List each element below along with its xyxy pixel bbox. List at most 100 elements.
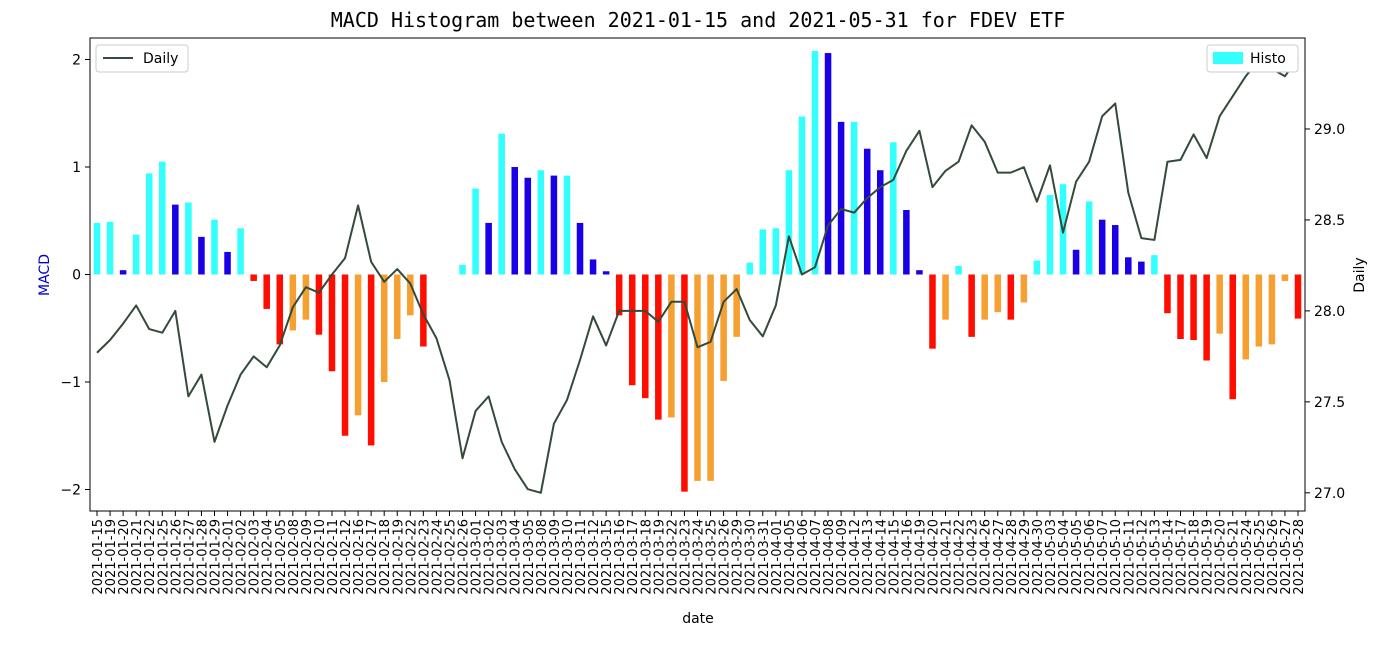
histo-bar (785, 170, 793, 275)
x-tick-label: 2021-02-11 (326, 519, 341, 595)
x-tick-label: 2021-03-10 (561, 519, 576, 595)
histo-bar (733, 274, 740, 337)
histo-bar (1190, 274, 1197, 341)
histo-bar (250, 274, 257, 281)
histo-bar (459, 264, 466, 275)
x-tick-label: 2021-04-19 (913, 519, 928, 595)
histo-bar (185, 202, 192, 275)
x-tick-label: 2021-05-21 (1227, 519, 1242, 595)
x-tick-label: 2021-04-09 (835, 519, 850, 595)
x-tick-label: 2021-01-27 (182, 519, 197, 595)
x-tick-label: 2021-02-01 (222, 519, 237, 595)
x-tick-label: 2021-05-25 (1253, 519, 1268, 595)
x-tick-label: 2021-02-12 (339, 519, 354, 595)
histo-bar (602, 271, 610, 275)
histo-bar (1177, 274, 1184, 339)
x-tick-label: 2021-04-29 (1018, 519, 1033, 595)
x-tick-label: 2021-03-12 (587, 519, 602, 595)
histo-bar (628, 274, 636, 386)
x-tick-label: 2021-01-25 (156, 519, 171, 595)
x-tick-label: 2021-04-06 (796, 519, 811, 595)
histo-bar (341, 274, 349, 436)
histo-bar (1072, 249, 1080, 275)
histo-bar (563, 175, 571, 275)
histo-bar (1098, 219, 1106, 275)
x-tick-label: 2021-03-25 (705, 519, 720, 595)
right-y-tick-label: 29.0 (1314, 122, 1345, 138)
right-y-tick-label: 28.5 (1314, 213, 1345, 229)
histo-bar (1046, 194, 1054, 275)
daily-line (96, 57, 1299, 494)
x-tick-label: 2021-03-09 (548, 519, 563, 595)
histo-bar (681, 274, 688, 492)
left-y-tick-label: −2 (60, 483, 81, 499)
x-tick-label: 2021-02-02 (235, 519, 250, 595)
x-tick-label: 2021-04-07 (809, 519, 824, 595)
daily-line-layer (96, 57, 1299, 494)
x-tick-label: 2021-03-11 (574, 519, 589, 595)
histo-bar (537, 170, 545, 275)
x-tick-label: 2021-05-14 (1161, 519, 1176, 595)
x-tick-label: 2021-04-13 (861, 519, 876, 595)
histo-bar (93, 222, 101, 275)
x-tick-label: 2021-01-15 (91, 519, 106, 595)
x-tick-label: 2021-05-06 (1083, 519, 1098, 595)
x-tick-label: 2021-03-02 (483, 519, 498, 595)
x-tick-label: 2021-04-05 (783, 519, 798, 595)
x-tick-label: 2021-02-05 (274, 519, 289, 595)
x-tick-label: 2021-03-22 (665, 519, 680, 595)
x-tick-label: 2021-04-08 (822, 519, 837, 595)
x-tick-label: 2021-04-01 (770, 519, 785, 595)
x-tick-label: 2021-04-20 (926, 519, 941, 595)
histo-bar (1203, 274, 1210, 361)
x-tick-label: 2021-03-16 (613, 519, 628, 595)
histo-bar (315, 274, 323, 335)
histo-bar (1020, 274, 1028, 303)
x-tick-label: 2021-05-20 (1214, 519, 1229, 595)
x-tick-label: 2021-04-14 (874, 519, 889, 595)
x-tick-label: 2021-01-19 (104, 519, 119, 595)
histo-bar (1216, 274, 1223, 334)
histo-bar (263, 274, 270, 309)
x-tick-label: 2021-03-18 (639, 519, 654, 595)
left-y-axis: −2 −1 0 1 2 (60, 53, 90, 499)
x-tick-label: 2021-04-16 (900, 519, 915, 595)
x-tick-label: 2021-03-03 (496, 519, 511, 595)
x-tick-label: 2021-04-22 (953, 519, 968, 595)
legend-histo-swatch (1213, 52, 1243, 64)
legend-histo: Histo (1206, 44, 1299, 73)
x-tick-label: 2021-03-26 (718, 519, 733, 595)
x-tick-label: 2021-03-15 (600, 519, 615, 595)
histo-bar (224, 251, 231, 275)
x-tick-label: 2021-02-09 (300, 519, 315, 595)
x-tick-label: 2021-03-08 (535, 519, 550, 595)
x-tick-label: 2021-05-12 (1135, 519, 1150, 595)
histo-bar (1164, 274, 1171, 314)
histo-bar (668, 274, 675, 418)
left-y-tick-label: 2 (72, 53, 81, 69)
x-tick-label: 2021-05-17 (1175, 519, 1190, 595)
legend-histo-label: Histo (1250, 51, 1286, 67)
x-tick-label: 2021-05-24 (1240, 519, 1255, 595)
histo-bar (328, 274, 336, 372)
histo-bar (1125, 257, 1132, 275)
histo-bar (837, 121, 845, 275)
histo-bar (968, 274, 975, 337)
left-y-axis-label: MACD (37, 254, 53, 296)
histo-bar (903, 210, 910, 275)
histo-bar (1229, 274, 1236, 400)
histo-bar (511, 167, 519, 275)
x-tick-label: 2021-02-19 (391, 519, 406, 595)
histo-bar (498, 133, 505, 275)
x-tick-label: 2021-02-24 (430, 519, 445, 595)
histo-bar (237, 228, 244, 275)
x-tick-label: 2021-05-27 (1279, 519, 1294, 595)
histo-bar (198, 236, 205, 275)
x-tick-label: 2021-01-20 (117, 519, 132, 595)
histo-bar (472, 188, 479, 275)
x-tick-label: 2021-02-23 (417, 519, 432, 595)
right-y-axis-label: Daily (1352, 257, 1368, 292)
x-tick-label: 2021-02-03 (248, 519, 263, 595)
x-tick-label: 2021-02-17 (365, 519, 380, 595)
histo-bar (393, 274, 401, 339)
